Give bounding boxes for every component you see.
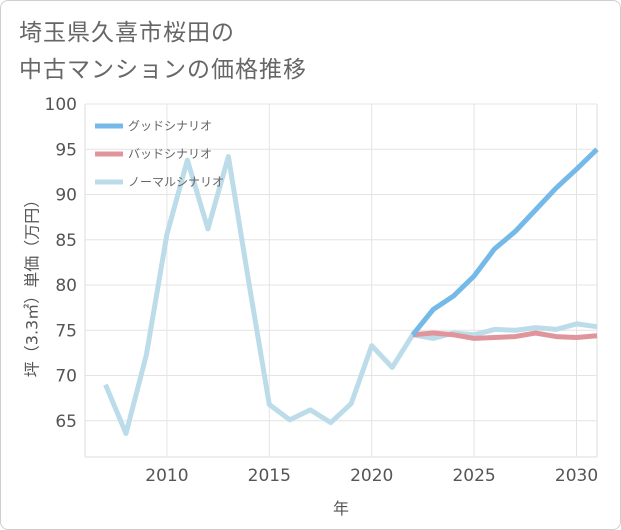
series-lines bbox=[103, 147, 599, 436]
y-tick-label: 95 bbox=[55, 140, 77, 160]
x-tick-label: 2020 bbox=[350, 466, 393, 486]
x-tick-label: 2025 bbox=[452, 466, 495, 486]
chart-title: 埼玉県久喜市桜田の 中古マンションの価格推移 bbox=[19, 15, 307, 89]
series-line-0 bbox=[410, 147, 599, 337]
y-axis-label: 坪（3.3㎡）単価（万円） bbox=[23, 192, 42, 377]
x-tick-labels: 2010 2015 2020 2025 2030 bbox=[145, 466, 598, 486]
x-tick-label: 2010 bbox=[145, 466, 188, 486]
y-tick-label: 85 bbox=[55, 231, 77, 251]
y-tick-labels: 65 70 75 80 85 90 95 100 bbox=[45, 95, 77, 432]
grid-lines bbox=[84, 103, 598, 458]
y-tick-label: 70 bbox=[55, 367, 77, 387]
series-line-2 bbox=[103, 154, 598, 436]
y-tick-label: 75 bbox=[55, 321, 77, 341]
y-tick-label: 65 bbox=[55, 412, 77, 432]
y-tick-label: 100 bbox=[45, 95, 77, 115]
legend-label-1: バッドシナリオ bbox=[128, 147, 212, 161]
chart-title-line2: 中古マンションの価格推移 bbox=[19, 57, 307, 83]
x-axis-label: 年 bbox=[333, 499, 349, 518]
chart-title-line1: 埼玉県久喜市桜田の bbox=[19, 20, 235, 46]
series-line-1 bbox=[412, 330, 598, 341]
y-tick-label: 90 bbox=[55, 186, 77, 206]
legend-label-0: グッドシナリオ bbox=[128, 119, 212, 133]
x-tick-label: 2030 bbox=[555, 466, 598, 486]
legend-label-2: ノーマルシナリオ bbox=[128, 175, 224, 189]
x-tick-label: 2015 bbox=[248, 466, 291, 486]
y-tick-label: 80 bbox=[55, 276, 77, 296]
